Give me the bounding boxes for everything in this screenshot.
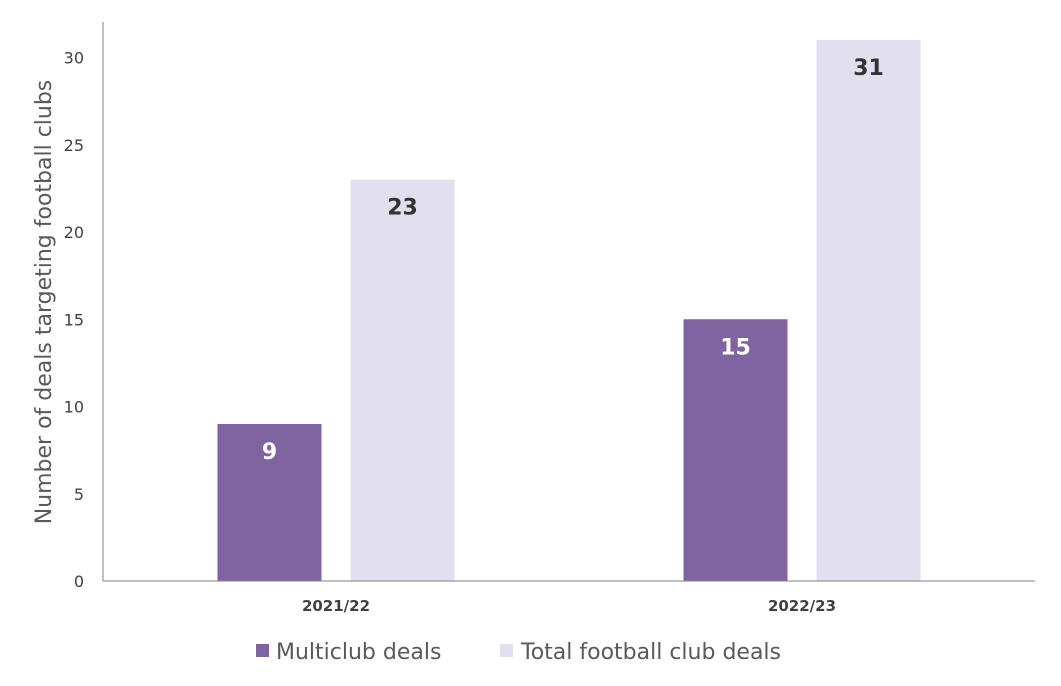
bar-multiclub-2021-22: [217, 423, 322, 581]
legend-swatch: [500, 644, 513, 657]
bar-total-2021-22: [350, 179, 455, 581]
x-category-label: 2022/23: [768, 597, 836, 615]
data-labels: 9 23 15 31: [262, 56, 884, 465]
x-axis-labels: 2021/22 2022/23: [302, 597, 836, 615]
legend-swatch: [256, 644, 269, 657]
y-tick-label: 10: [64, 398, 84, 417]
data-label: 9: [262, 440, 277, 465]
x-category-label: 2021/22: [302, 597, 370, 615]
y-tick-label: 5: [74, 485, 84, 504]
legend-label: Total football club deals: [520, 640, 781, 665]
legend-label: Multiclub deals: [276, 640, 441, 665]
data-label: 31: [853, 56, 884, 81]
data-label: 23: [387, 196, 418, 221]
y-axis-ticks: 0 5 10 15 20 25 30: [64, 49, 84, 592]
y-tick-label: 15: [64, 310, 84, 329]
bar-group: [217, 40, 921, 582]
bar-total-2022-23: [816, 40, 921, 582]
y-tick-label: 25: [64, 136, 84, 155]
y-tick-label: 20: [64, 223, 84, 242]
y-axis-title: Number of deals targeting football clubs: [32, 80, 57, 525]
y-tick-label: 0: [74, 572, 84, 591]
bar-multiclub-2022-23: [683, 319, 788, 581]
legend: Multiclub deals Total football club deals: [256, 640, 781, 665]
axes: [102, 22, 1035, 582]
data-label: 15: [720, 335, 751, 360]
y-tick-label: 30: [64, 49, 84, 68]
